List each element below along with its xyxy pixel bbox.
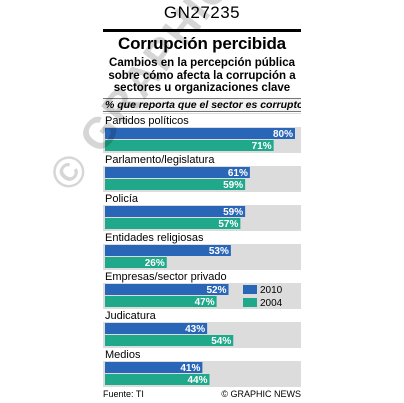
bar-2004: [105, 179, 246, 190]
subtitle-line: sectores u organizaciones clave: [113, 82, 291, 94]
bar-2004: [105, 335, 234, 346]
bar-value-label: 53%: [209, 246, 229, 257]
bar-2004: [105, 374, 210, 385]
category-label: Parlamento/legislatura: [105, 154, 215, 166]
units-note: % que reporta que el sector es corrupto: [103, 98, 301, 112]
legend-swatch-2004: [243, 298, 257, 307]
legend-label: 2004: [260, 298, 283, 309]
category-label-strip: [103, 231, 301, 244]
bar-value-label: 41%: [180, 363, 200, 374]
bar-value-label: 54%: [211, 336, 231, 347]
bar-2010: [105, 284, 229, 295]
bar-2004: [105, 257, 167, 268]
bar-2004: [105, 140, 274, 151]
bar-value-label: 47%: [195, 297, 215, 308]
legend-label: 2010: [260, 285, 283, 296]
bar-value-label: 52%: [206, 285, 226, 296]
bar-value-label: 71%: [252, 141, 272, 152]
subtitle-line: sobre cómo afecta la corrupción a: [108, 69, 296, 82]
bar-value-label: 43%: [185, 324, 205, 335]
category-label: Medios: [105, 349, 141, 361]
top-rule: [103, 29, 301, 32]
category-label-strip: [103, 153, 301, 166]
bar-value-label: 59%: [223, 207, 243, 218]
bar-value-label: 61%: [228, 168, 248, 179]
bar-2010: [105, 167, 250, 178]
bar-2010: [105, 245, 231, 256]
bar-2010: [105, 323, 208, 334]
bar-value-label: 57%: [218, 219, 238, 230]
credit-note: © GRAPHIC NEWS: [221, 389, 301, 399]
bar-chart: Partidos políticos 80%71% Parlamento/legis…: [103, 113, 301, 387]
category-label-strip: [103, 270, 301, 283]
category-label: Judicatura: [105, 310, 157, 322]
chart-subtitle: Cambios en la percepción pública sobre c…: [103, 57, 301, 95]
bar-2004: [105, 218, 241, 229]
bar-value-label: 26%: [145, 258, 165, 269]
category-label-strip: [103, 309, 301, 322]
bar-value-label: 44%: [187, 375, 207, 386]
category-label: Entidades religiosas: [105, 232, 204, 244]
category-label-strip: [103, 192, 301, 205]
bar-2010: [105, 206, 246, 217]
bar-value-label: 80%: [273, 129, 293, 140]
category-label-strip: [103, 114, 301, 127]
category-label: Empresas/sector privado: [105, 271, 227, 283]
bar-value-label: 59%: [223, 180, 243, 191]
footer: Fuente: TI © GRAPHIC NEWS: [103, 389, 301, 399]
graphic-code: GN27235: [163, 3, 241, 22]
subtitle-line: Cambios en la percepción pública: [109, 57, 295, 69]
legend-swatch-2010: [243, 285, 257, 294]
chart-title: Corrupción percibida: [118, 34, 286, 53]
bar-2010: [105, 362, 203, 373]
bar-2010: [105, 128, 295, 139]
chart-panel: Corrupción percibida Cambios en la perce…: [103, 29, 301, 401]
category-label: Partidos políticos: [105, 115, 189, 127]
category-label: Policía: [105, 193, 139, 205]
bar-2004: [105, 296, 217, 307]
source-note: Fuente: TI: [103, 389, 144, 399]
category-label-strip: [103, 348, 301, 361]
